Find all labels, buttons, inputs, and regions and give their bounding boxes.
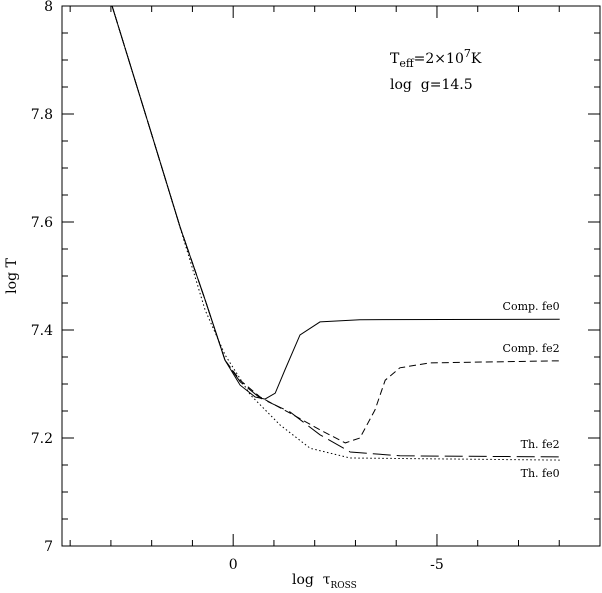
y-tick-label: 7.4 (31, 323, 53, 339)
annotation-part: K (471, 51, 482, 67)
series-label: Th. fe0 (521, 467, 560, 480)
annotation-teff: Teff=2×107K (390, 47, 482, 70)
annotation-part: eff (399, 57, 415, 70)
y-tick-label: 7.2 (31, 431, 53, 447)
annotation-part: =2×10 (414, 51, 464, 67)
x-label-main: log τ (292, 572, 331, 588)
annotation-part: 7 (464, 47, 471, 60)
series-line (111, 5, 560, 400)
y-tick-label: 8 (44, 0, 53, 15)
x-axis-label: log τROSS (292, 572, 357, 591)
x-tick-label: 0 (229, 557, 238, 573)
series-label: Comp. fe0 (503, 300, 560, 313)
series-label: Th. fe2 (521, 438, 560, 451)
y-axis-label: log T (4, 258, 20, 294)
annotation-part: T (390, 51, 400, 67)
annotation-logg: log g=14.5 (390, 77, 473, 93)
y-tick-label: 7.8 (31, 107, 53, 123)
series-label: Comp. fe2 (503, 342, 560, 355)
series-line (111, 5, 560, 461)
y-tick-label: 7.6 (31, 215, 53, 231)
x-label-sub: ROSS (331, 581, 357, 591)
y-tick-label: 7 (44, 539, 53, 555)
plot-frame (61, 5, 601, 547)
x-tick-label: -5 (430, 557, 444, 573)
series-line (111, 5, 560, 458)
